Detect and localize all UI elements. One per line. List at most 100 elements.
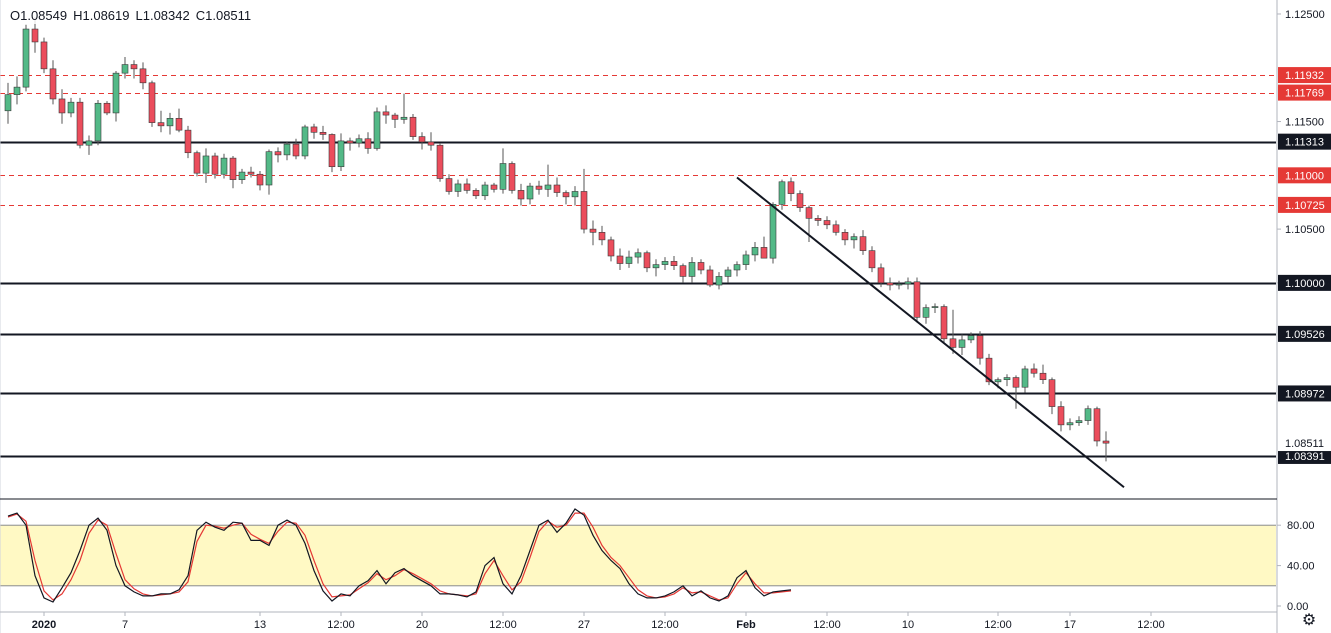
candle <box>913 281 921 318</box>
candle <box>427 141 435 146</box>
candle <box>274 151 282 156</box>
candle <box>877 267 885 284</box>
candle <box>940 306 948 340</box>
candle <box>409 116 417 137</box>
time-tick-label: 12:00 <box>327 619 355 631</box>
candle <box>922 307 930 318</box>
candle <box>1102 440 1110 444</box>
candle <box>490 184 498 190</box>
candle <box>382 111 390 116</box>
level-label-bg <box>1278 274 1331 291</box>
candle <box>445 178 453 192</box>
candle <box>931 306 939 308</box>
candle <box>436 144 444 179</box>
time-tick-label: 12:00 <box>984 619 1012 631</box>
candle <box>859 236 867 251</box>
candle <box>679 265 687 277</box>
candle <box>58 98 66 114</box>
candle <box>148 82 156 123</box>
candle <box>805 207 813 219</box>
candle <box>1066 422 1074 426</box>
candle <box>706 269 714 286</box>
time-tick-label: 12:00 <box>489 619 517 631</box>
candle <box>1075 420 1083 424</box>
time-tick-label: 12:00 <box>813 619 841 631</box>
candle <box>724 269 732 277</box>
candle <box>157 122 165 127</box>
time-tick-label: 27 <box>578 619 590 631</box>
level-label: 1.10725 <box>1285 200 1325 212</box>
candle <box>643 252 651 269</box>
candle <box>1021 368 1029 388</box>
time-tick-label: 12:00 <box>1137 619 1165 631</box>
candle <box>553 184 561 193</box>
candle <box>634 252 642 258</box>
candle <box>994 379 1002 383</box>
price-tick-label: 1.11500 <box>1285 117 1324 129</box>
level-label: 1.08391 <box>1285 451 1325 463</box>
candle <box>1093 408 1101 442</box>
candle <box>562 192 570 198</box>
candle <box>841 232 849 241</box>
candle <box>1057 406 1065 426</box>
candle <box>526 185 534 200</box>
level-label-bg <box>1278 67 1331 84</box>
time-tick-label: 20 <box>416 619 428 631</box>
candle <box>814 218 822 221</box>
candle <box>823 220 831 226</box>
candle <box>958 339 966 348</box>
candle <box>238 171 246 180</box>
candle <box>364 138 372 149</box>
candle <box>220 157 228 175</box>
gear-icon[interactable]: ⚙ <box>1301 612 1317 629</box>
candle <box>202 155 210 174</box>
candle <box>310 126 318 133</box>
time-tick-label: 10 <box>902 619 914 631</box>
candle <box>319 131 327 135</box>
candle <box>715 276 723 286</box>
candle <box>571 191 579 198</box>
candle <box>355 138 363 144</box>
level-label-bg <box>1278 447 1331 464</box>
candle <box>499 163 507 190</box>
candle <box>40 41 48 70</box>
candle <box>598 232 606 241</box>
level-label: 1.10000 <box>1285 278 1325 290</box>
candle <box>283 143 291 156</box>
candle <box>967 335 975 341</box>
level-label: 1.11769 <box>1285 88 1324 100</box>
candle <box>670 261 678 266</box>
ohlc-legend: O1.08549 H1.08619 L1.08342 C1.08511 <box>8 7 260 24</box>
candle <box>22 28 30 88</box>
candle <box>139 68 147 84</box>
ohlc-low: L1.08342 <box>135 8 190 23</box>
candle <box>184 129 192 154</box>
level-label-bg <box>1278 385 1331 402</box>
candle <box>544 184 552 190</box>
stochastic-pane <box>0 508 1276 603</box>
candle <box>1012 377 1020 388</box>
candle <box>373 111 381 149</box>
ohlc-close: C1.08511 <box>195 8 252 23</box>
candle <box>13 86 21 95</box>
candle <box>949 338 957 348</box>
candle <box>346 140 354 144</box>
candle <box>508 163 516 191</box>
candle <box>1039 372 1047 380</box>
candle <box>400 116 408 120</box>
candle <box>535 185 543 190</box>
last-price-label-bg <box>1278 435 1331 452</box>
level-label: 1.11932 <box>1285 70 1324 82</box>
level-label-bg <box>1278 325 1331 342</box>
candle <box>697 262 705 271</box>
candle <box>760 247 768 259</box>
candle <box>472 190 480 197</box>
candle <box>418 136 426 143</box>
candle <box>94 102 102 142</box>
candle <box>166 118 174 127</box>
candle <box>895 283 903 286</box>
level-label: 1.11000 <box>1285 170 1324 182</box>
level-label-bg <box>1278 167 1331 184</box>
candle <box>625 256 633 264</box>
